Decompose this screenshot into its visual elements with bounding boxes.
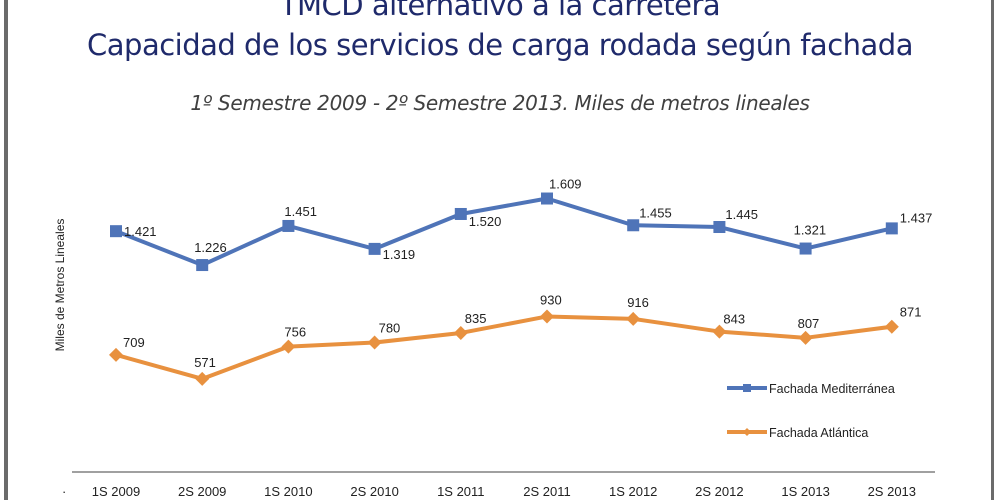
x-tick-label: 1S 2011	[437, 484, 484, 499]
data-point	[281, 339, 296, 354]
data-label: 756	[284, 325, 306, 340]
data-point	[195, 371, 210, 386]
legend-marker	[743, 384, 751, 392]
data-point	[541, 192, 553, 205]
data-point	[453, 325, 468, 340]
series-layer: 1.421 1.226 1.451 1.319 1.520 1.609 1.455 1.445…	[109, 177, 932, 386]
data-point	[367, 335, 382, 350]
legend: Fachada Mediterránea Fachada Atlántica	[727, 382, 895, 440]
x-axis-dot: ·	[62, 484, 66, 499]
data-point	[626, 311, 641, 326]
frame-left-border	[4, 0, 8, 500]
x-tick-label: 2S 2009	[178, 484, 226, 499]
data-point	[282, 219, 295, 232]
data-label: 1.609	[549, 177, 582, 192]
data-point	[627, 219, 640, 232]
series-atlantica: 709 571 756 780 835 930 916 843 807 871	[109, 292, 922, 386]
chart-title-line2: Capacidad de los servicios de carga roda…	[87, 28, 913, 62]
y-axis-label: Miles de Metros Lineales	[53, 219, 67, 352]
x-tick-label: 1S 2010	[264, 484, 312, 499]
data-label: 1.520	[469, 214, 502, 229]
data-point	[368, 242, 381, 255]
data-point	[454, 207, 467, 220]
data-label: 1.437	[900, 210, 933, 225]
data-point	[885, 222, 898, 235]
data-label: 1.319	[383, 247, 416, 262]
data-label: 1.321	[794, 223, 827, 238]
data-label: 709	[123, 335, 145, 350]
x-tick-label: 2S 2010	[350, 484, 398, 499]
legend-label: Fachada Mediterránea	[769, 382, 895, 396]
legend-item: Fachada Atlántica	[727, 426, 868, 440]
data-label: 843	[723, 312, 745, 327]
legend-item: Fachada Mediterránea	[727, 382, 895, 396]
legend-label: Fachada Atlántica	[769, 426, 868, 440]
x-tick-label: 2S 2012	[695, 484, 743, 499]
data-point	[884, 319, 899, 334]
data-label: 571	[194, 355, 216, 370]
frame-right-border	[991, 0, 994, 500]
chart-subtitle: 1º Semestre 2009 - 2º Semestre 2013. Mil…	[190, 91, 810, 115]
data-label: 930	[540, 292, 562, 307]
x-tick-label: 1S 2009	[92, 484, 140, 499]
series-line	[115, 314, 893, 381]
series-mediterranea: 1.421 1.226 1.451 1.319 1.520 1.609 1.455 1.445…	[110, 177, 932, 272]
data-label: 1.226	[194, 240, 227, 255]
data-point	[109, 347, 123, 362]
x-tick-labels: 1S 2009 2S 2009 1S 2010 2S 2010 1S 2011 2S 20…	[92, 484, 916, 499]
data-point	[712, 324, 727, 339]
data-label: 871	[900, 305, 922, 320]
x-tick-label: 2S 2011	[523, 484, 570, 499]
x-tick-label: 1S 2012	[609, 484, 657, 499]
data-label: 1.451	[284, 204, 317, 219]
data-label: 780	[379, 321, 401, 336]
data-label: 835	[465, 311, 487, 326]
chart-title: TMCD alternativo a la carretera	[279, 0, 721, 22]
data-label: 916	[627, 295, 649, 310]
data-label: 1.455	[639, 205, 672, 220]
data-point	[196, 259, 209, 272]
data-point	[713, 221, 726, 234]
data-label: 1.445	[725, 207, 758, 222]
data-point	[110, 225, 122, 238]
x-tick-label: 1S 2013	[781, 484, 829, 499]
data-point	[799, 242, 812, 255]
x-tick-label: 2S 2013	[868, 484, 916, 499]
data-label: 807	[798, 316, 820, 331]
legend-marker	[743, 428, 751, 436]
data-point	[540, 309, 554, 324]
series-line	[115, 196, 893, 268]
data-point	[798, 330, 813, 345]
data-label: 1.421	[124, 224, 157, 239]
